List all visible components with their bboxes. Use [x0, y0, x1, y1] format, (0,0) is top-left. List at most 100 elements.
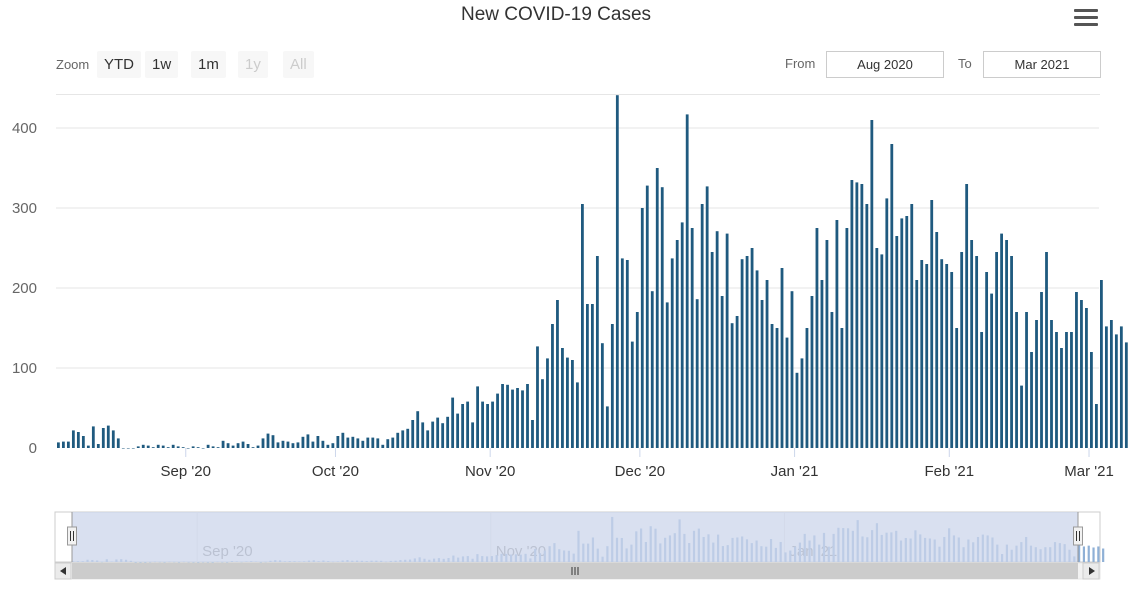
data-bar: [1119, 326, 1123, 448]
data-bar: [91, 426, 95, 448]
to-date-input[interactable]: Mar 2021: [983, 51, 1101, 78]
data-bar: [830, 312, 834, 448]
data-bar: [521, 390, 524, 448]
data-bar: [146, 445, 150, 448]
data-bar: [810, 296, 814, 448]
navigator-bar: [1087, 545, 1090, 562]
data-bar: [191, 446, 195, 448]
data-bar: [486, 404, 489, 448]
data-bar: [236, 443, 240, 448]
data-bar: [1090, 352, 1093, 448]
data-bar: [725, 233, 729, 448]
data-bar: [860, 184, 864, 448]
navigator-bar: [221, 561, 224, 563]
data-bar: [655, 168, 659, 448]
data-bar: [600, 343, 604, 448]
data-bar: [745, 256, 749, 448]
navigator-bar: [149, 561, 152, 563]
data-bar: [101, 428, 105, 448]
data-bar: [426, 430, 430, 448]
navigator-bar: [1092, 547, 1095, 562]
data-bar: [501, 384, 504, 448]
data-bar: [276, 442, 280, 448]
navigator-bar: [144, 562, 147, 563]
data-bar: [291, 443, 295, 448]
navigator-bar: [1097, 546, 1100, 562]
data-bar: [700, 204, 704, 448]
navigator-right-handle[interactable]: [1073, 526, 1083, 546]
data-bar: [461, 404, 465, 448]
data-bar: [1075, 292, 1078, 448]
data-bar: [865, 204, 869, 448]
data-bar: [935, 232, 939, 448]
data-bar: [176, 446, 180, 448]
data-bar: [720, 296, 724, 448]
navigator-bar: [1102, 548, 1105, 562]
data-bar: [670, 258, 674, 448]
data-bar: [780, 268, 784, 448]
data-bar: [156, 444, 160, 448]
zoom-1m-button[interactable]: 1m: [191, 51, 226, 78]
data-bar: [1035, 320, 1038, 448]
data-bar: [925, 264, 929, 448]
data-bar: [665, 302, 669, 448]
data-bar: [566, 357, 569, 448]
data-bar: [960, 252, 964, 448]
data-bar: [605, 406, 609, 448]
data-bar: [620, 258, 624, 448]
data-bar: [985, 272, 989, 448]
zoom-1y-button: 1y: [238, 51, 268, 78]
data-bar: [1070, 332, 1073, 448]
data-bar: [136, 446, 140, 448]
data-bar: [511, 389, 514, 448]
navigator-selection-mask[interactable]: [72, 512, 1078, 562]
zoom-ytd-button[interactable]: YTD: [97, 51, 141, 78]
data-bar: [1100, 280, 1103, 448]
data-bar: [975, 256, 979, 448]
data-bar: [850, 180, 854, 448]
data-bar: [581, 204, 584, 448]
data-bar: [311, 441, 315, 448]
navigator-left-handle[interactable]: [67, 526, 77, 546]
data-bar: [805, 328, 809, 448]
data-bar: [221, 440, 225, 448]
data-bar: [326, 444, 330, 448]
data-bar: [346, 437, 350, 448]
x-tick-label: Mar '21: [1064, 463, 1114, 480]
data-bar: [196, 447, 200, 448]
arrow-left-icon[interactable]: [54, 562, 72, 580]
data-bar: [750, 248, 754, 448]
hamburger-menu-icon[interactable]: [1074, 9, 1098, 29]
grip-icon: [571, 567, 579, 575]
data-bar: [526, 384, 529, 448]
data-bar: [481, 401, 484, 448]
data-bar: [885, 198, 889, 448]
data-bar: [296, 442, 300, 448]
data-bar: [151, 447, 155, 448]
data-bar: [980, 332, 984, 448]
data-bar: [561, 348, 564, 448]
data-bar: [685, 114, 689, 449]
data-bar: [306, 434, 310, 448]
data-bar: [476, 386, 479, 448]
from-date-input[interactable]: Aug 2020: [826, 51, 944, 78]
data-bar: [590, 304, 594, 448]
data-bar: [331, 443, 335, 448]
data-bar: [800, 358, 804, 448]
data-bar: [615, 95, 619, 448]
zoom-all-button: All: [283, 51, 314, 78]
data-bar: [1020, 385, 1023, 448]
x-tick-label: Oct '20: [312, 463, 359, 480]
y-tick-label: 200: [12, 280, 37, 297]
data-bar: [705, 186, 709, 448]
data-bar: [106, 425, 110, 448]
arrow-right-icon[interactable]: [1082, 562, 1100, 580]
data-bar: [356, 438, 360, 448]
data-bar: [66, 441, 70, 448]
from-label: From: [785, 56, 816, 71]
data-bar: [421, 422, 425, 448]
navigator-bar: [187, 561, 190, 563]
zoom-1w-button[interactable]: 1w: [145, 51, 179, 78]
data-bar: [286, 441, 290, 448]
y-tick-label: 400: [12, 120, 37, 137]
